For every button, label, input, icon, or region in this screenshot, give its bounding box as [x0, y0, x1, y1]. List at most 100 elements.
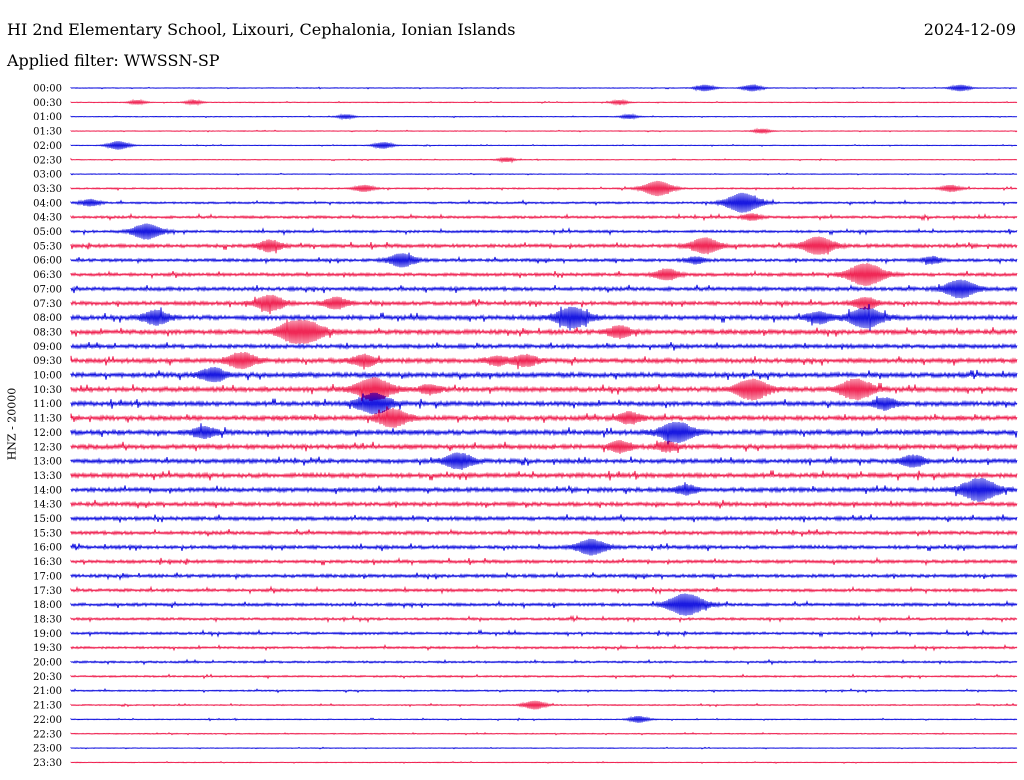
time-label: 01:30	[33, 127, 62, 138]
time-label: 07:00	[33, 284, 62, 295]
trace-1600	[70, 538, 1018, 556]
time-label: 22:30	[33, 729, 62, 740]
time-label: 19:00	[33, 629, 62, 640]
time-label: 12:00	[33, 428, 62, 439]
trace-1400	[70, 478, 1018, 502]
time-label: 11:00	[33, 399, 62, 410]
trace-2030	[70, 673, 1018, 680]
time-label: 22:00	[33, 715, 62, 726]
time-label: 20:00	[33, 658, 62, 669]
time-label: 06:00	[33, 256, 62, 267]
trace-2100	[70, 687, 1018, 694]
time-label: 00:00	[33, 84, 62, 95]
trace-1300	[70, 452, 1018, 470]
time-label: 15:30	[33, 528, 62, 539]
trace-1900	[70, 628, 1018, 638]
trace-0130	[70, 127, 1018, 135]
time-label: 11:30	[33, 414, 62, 425]
time-label: 16:30	[33, 557, 62, 568]
trace-1030	[70, 377, 1018, 402]
time-label: 21:30	[33, 701, 62, 712]
filter-label: Applied filter: WWSSN-SP	[7, 51, 220, 70]
time-label: 13:30	[33, 471, 62, 482]
trace-0230	[70, 156, 1018, 164]
time-label: 04:30	[33, 213, 62, 224]
trace-0630	[70, 263, 1018, 286]
time-label: 19:30	[33, 643, 62, 654]
trace-0900	[70, 342, 1018, 351]
time-label: 13:00	[33, 457, 62, 468]
trace-0030	[70, 98, 1018, 106]
trace-0600	[70, 252, 1018, 268]
time-label: 18:30	[33, 614, 62, 625]
time-label: 02:00	[33, 141, 62, 152]
station-title: HI 2nd Elementary School, Lixouri, Cepha…	[7, 20, 516, 39]
time-label: 10:00	[33, 371, 62, 382]
trace-0530	[70, 236, 1018, 255]
time-label: 16:00	[33, 543, 62, 554]
trace-1430	[70, 499, 1018, 509]
time-label: 07:30	[33, 299, 62, 310]
time-label: 09:30	[33, 356, 62, 367]
trace-0700	[70, 279, 1018, 299]
time-label: 09:00	[33, 342, 62, 353]
trace-1930	[70, 643, 1018, 652]
trace-0300	[70, 172, 1018, 176]
trace-2130	[70, 700, 1018, 710]
trace-1200	[70, 421, 1018, 445]
time-label: 12:30	[33, 442, 62, 453]
trace-1500	[70, 514, 1018, 523]
traces	[70, 84, 1018, 764]
trace-0500	[70, 223, 1018, 240]
trace-2330	[70, 760, 1018, 764]
trace-0730	[70, 294, 1018, 315]
trace-2000	[70, 658, 1018, 666]
time-label: 14:30	[33, 500, 62, 511]
time-label: 17:00	[33, 571, 62, 582]
trace-1100	[70, 392, 1018, 415]
time-label: 21:00	[33, 686, 62, 697]
time-label: 23:00	[33, 744, 62, 755]
time-label: 00:30	[33, 98, 62, 109]
time-label: 08:00	[33, 313, 62, 324]
trace-2300	[70, 746, 1018, 750]
trace-0000	[70, 84, 1018, 92]
time-label: 03:30	[33, 184, 62, 195]
time-labels: 00:00 00:30 01:00 01:30 02:00 02:30 03:00 03:30…	[33, 84, 62, 769]
time-label: 15:00	[33, 514, 62, 525]
trace-0400	[70, 192, 1018, 213]
time-label: 17:30	[33, 586, 62, 597]
time-label: 01:00	[33, 112, 62, 123]
trace-1630	[70, 556, 1018, 567]
trace-0330	[70, 180, 1018, 197]
trace-0430	[70, 212, 1018, 222]
time-label: 08:30	[33, 327, 62, 338]
time-label: 04:00	[33, 198, 62, 209]
trace-1700	[70, 571, 1018, 581]
trace-1000	[70, 366, 1018, 383]
date-label: 2024-12-09	[923, 20, 1016, 39]
time-label: 23:30	[33, 758, 62, 769]
trace-0200	[70, 141, 1018, 150]
trace-1730	[70, 585, 1018, 595]
time-label: 14:00	[33, 485, 62, 496]
trace-0800	[70, 304, 1018, 331]
trace-1800	[70, 593, 1018, 616]
trace-0930	[70, 351, 1018, 370]
trace-1130	[70, 406, 1018, 428]
trace-1530	[70, 528, 1018, 537]
trace-2230	[70, 731, 1018, 736]
time-label: 03:00	[33, 170, 62, 181]
trace-0830	[70, 319, 1018, 344]
trace-1830	[70, 614, 1018, 624]
time-label: 02:30	[33, 155, 62, 166]
time-label: 10:30	[33, 385, 62, 396]
trace-0100	[70, 113, 1018, 121]
time-label: 06:30	[33, 270, 62, 281]
trace-2200	[70, 715, 1018, 723]
time-label: 20:30	[33, 672, 62, 683]
trace-1330	[70, 470, 1018, 481]
time-label: 05:30	[33, 241, 62, 252]
trace-1230	[70, 440, 1018, 454]
